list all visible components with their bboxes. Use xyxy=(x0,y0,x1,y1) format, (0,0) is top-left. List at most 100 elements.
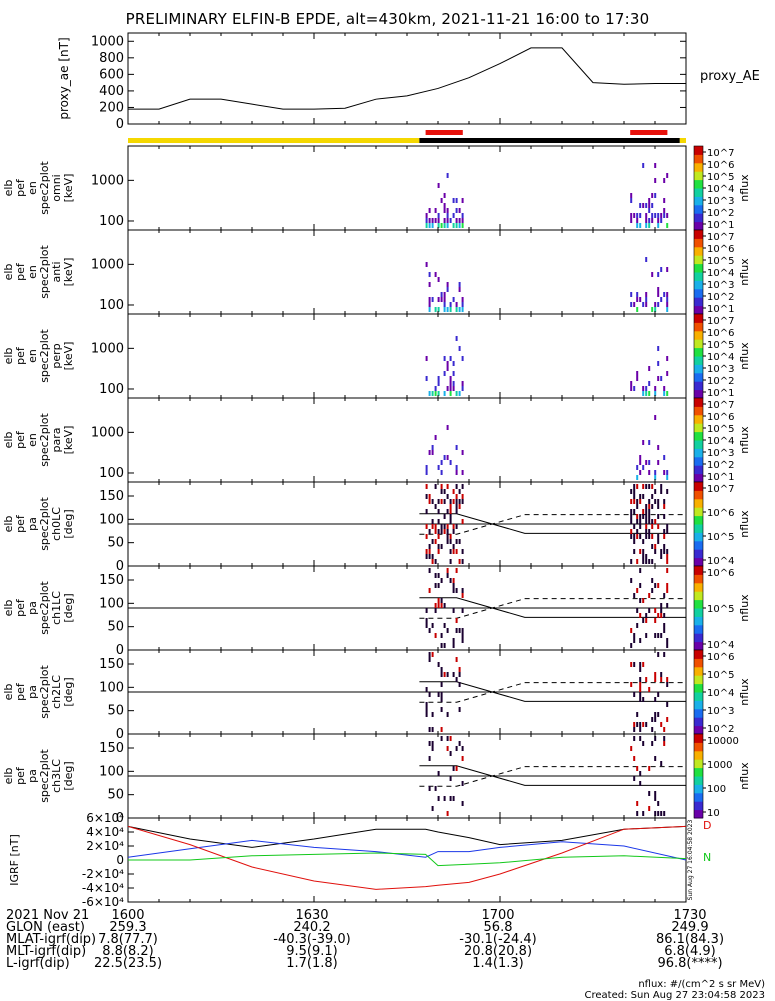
footer-row-label: MLAT-igrf(dip) xyxy=(6,932,97,947)
panel-p4-colorbar-label: 10^1 xyxy=(707,472,734,483)
panel-p6-colorbar-segment xyxy=(694,608,703,617)
panel-p5-pixel xyxy=(455,499,458,504)
footer-row-value: 259.3 xyxy=(109,920,147,935)
footer-row-label: GLON (east) xyxy=(6,920,85,935)
footer-row-value: 1700 xyxy=(481,908,515,923)
panel-p5-pixel xyxy=(630,499,633,504)
panel-p6-pixel xyxy=(461,608,464,613)
panel-p5-pixel xyxy=(657,524,660,529)
panel-p1-pixel xyxy=(425,218,428,223)
panel-p5-pixel xyxy=(636,534,639,539)
panel-p6-pixel xyxy=(446,568,449,573)
footer-row-value: 1600 xyxy=(111,908,145,923)
panel-p7-pixel xyxy=(446,672,449,677)
panel-p8-colorbar-title: nflux xyxy=(738,762,751,790)
panel-p1-pixel xyxy=(657,213,660,218)
panel-p7-pixel xyxy=(639,682,642,687)
eclipse-bar xyxy=(419,138,680,143)
nflux-units: nflux: #/(cm^2 s sr MeV) xyxy=(638,979,765,990)
panel-p5-ylabel-word: pa xyxy=(26,517,39,531)
panel-p5-pixel xyxy=(437,529,440,534)
panel-p8-pixel xyxy=(440,736,443,741)
panel-p5-pixel xyxy=(639,514,642,519)
panel-p7-pixel xyxy=(660,672,663,677)
panel-p5-pixel xyxy=(428,549,431,554)
panel-p4-frame xyxy=(127,397,687,483)
panel-p4-pixel xyxy=(663,470,666,475)
panel-p7-pixel xyxy=(639,662,642,667)
panel-p2-pixel xyxy=(657,272,660,277)
panel-p7-pixel xyxy=(428,727,431,732)
panel-p5-tick-label: 100 xyxy=(99,512,124,527)
panel-p8-colorbar-label: 100 xyxy=(707,784,726,795)
panel-p2-pixel xyxy=(452,297,455,302)
panel-p8-pixel xyxy=(461,781,464,786)
panel-p7-pixel xyxy=(654,712,657,717)
panel-p1-colorbar-segment xyxy=(694,221,703,231)
panel-p1-pixel xyxy=(446,208,449,213)
panel-p7-pixel xyxy=(440,667,443,672)
panel-p8-tick-label: 150 xyxy=(99,741,124,756)
panel-p6-colorbar-label: 10^6 xyxy=(707,568,734,579)
panel-p8-pixel xyxy=(660,811,663,816)
panel-p5-pixel xyxy=(461,499,464,504)
panel-p5-pixel xyxy=(446,524,449,529)
panel-p7-colorbar-segment xyxy=(694,675,703,685)
panel-p7-pixel xyxy=(639,667,642,672)
panel-p1-tick-label: 1000 xyxy=(91,173,124,188)
panel-p7-pixel xyxy=(633,662,636,667)
panel-p3-pixel xyxy=(452,381,455,386)
panel-p4-pixel xyxy=(642,440,645,445)
panel-p8-pixel xyxy=(660,761,663,766)
panel-p5-pixel xyxy=(458,489,461,494)
panel-p6-colorbar-segment xyxy=(694,566,703,575)
panel-p5-pixel xyxy=(663,549,666,554)
panel-p7-pixel xyxy=(636,712,639,717)
panel-p1-pixel xyxy=(663,208,666,213)
panel-p7-pixel xyxy=(642,722,645,727)
panel-p5-ylabel-word: elb xyxy=(2,516,15,533)
panel-p5-pixel xyxy=(651,534,654,539)
igrf-tick-label: 4×10⁴ xyxy=(86,825,124,839)
panel-p8-colorbar-segment xyxy=(694,742,703,752)
panel-p7-pixel xyxy=(645,677,648,682)
panel-p5-pixel xyxy=(651,559,654,564)
panel-p5-pixel xyxy=(645,559,648,564)
panel-p5-pixel xyxy=(443,499,446,504)
panel-p6-pixel xyxy=(434,573,437,578)
panel-p5-pixel xyxy=(636,514,639,519)
panel-p3-pixel xyxy=(437,381,440,386)
panel-p7-pixel xyxy=(666,702,669,707)
panel-p5-pixel xyxy=(642,559,645,564)
panel-p6-colorbar-segment xyxy=(694,633,703,643)
panel-p3-colorbar-segment xyxy=(694,356,703,365)
panel-p2-frame xyxy=(127,229,687,315)
panel-p7-pixel xyxy=(630,662,633,667)
panel-p5-pixel xyxy=(654,544,657,549)
panel-p6-pixel xyxy=(428,628,431,633)
panel-p2-pixel xyxy=(654,302,657,307)
panel-p6-colorbar-segment xyxy=(694,616,703,626)
igrf-legend-d: D xyxy=(703,819,711,832)
footer-row-value: -30.1(-24.4) xyxy=(459,932,537,947)
footer-row-label: MLT-igrf(dip) xyxy=(6,944,87,959)
panel-p7-pixel xyxy=(654,672,657,677)
panel-p5-pixel xyxy=(633,499,636,504)
panel-p2-colorbar-segment xyxy=(694,255,703,265)
panel-p8-pixel xyxy=(428,756,431,761)
panel-p2-pixel xyxy=(651,272,654,277)
panel-p6-pixel xyxy=(425,608,428,613)
panel-p7-pixel xyxy=(654,697,657,702)
panel-p5-pixel xyxy=(630,534,633,539)
panel-p5-pixel xyxy=(449,509,452,514)
panel-p8-pixel xyxy=(455,766,458,771)
panel-p6-pixel xyxy=(636,588,639,593)
panel-p5-pixel xyxy=(645,484,648,489)
panel-p4-pixel xyxy=(431,450,434,455)
panel-p2-pixel xyxy=(455,307,458,312)
panel-p4-pixel xyxy=(666,470,669,475)
panel-p1-pixel xyxy=(443,193,446,198)
panel-p2-pixel xyxy=(660,297,663,302)
panel-p3-pixel xyxy=(425,376,428,381)
panel-p6-colorbar-label: 10^5 xyxy=(707,604,734,615)
